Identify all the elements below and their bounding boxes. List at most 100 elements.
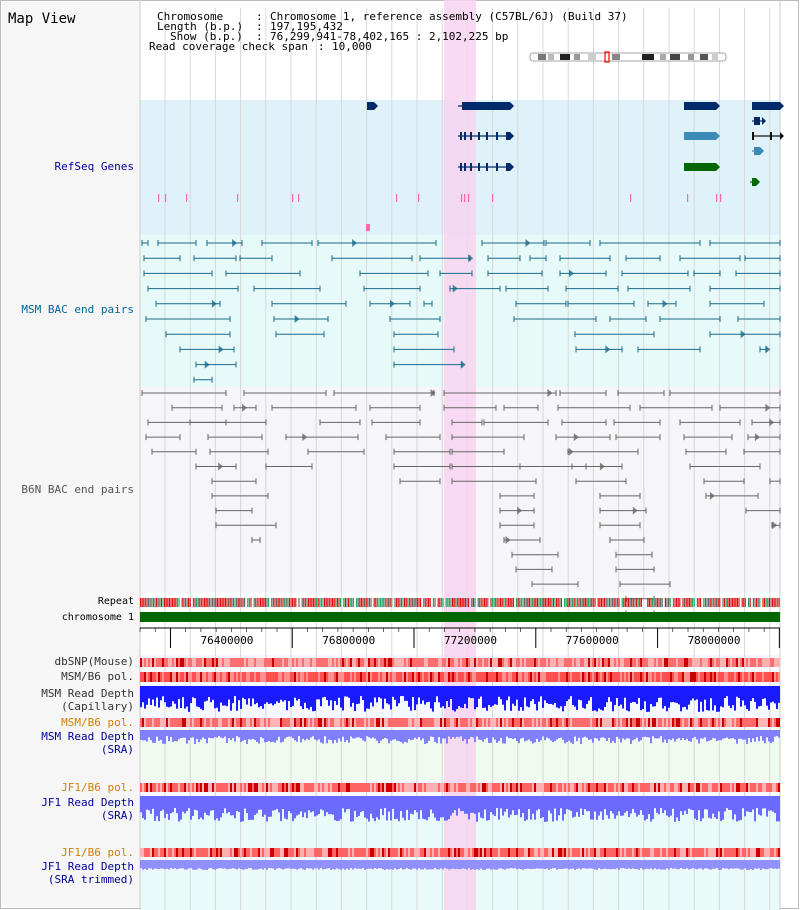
- jf1-b6-pol-strip: [140, 783, 780, 792]
- heat-cell: [426, 658, 428, 667]
- depth-bar: [334, 796, 336, 821]
- depth-bar: [192, 730, 194, 738]
- heat-cell: [742, 718, 744, 727]
- track-label-msm-bac[interactable]: MSM BAC end pairs: [21, 303, 134, 316]
- heat-cell: [660, 672, 662, 682]
- depth-bar: [508, 686, 510, 697]
- heat-cell: [628, 672, 630, 682]
- heat-cell: [626, 848, 628, 857]
- depth-bar: [766, 686, 768, 706]
- heat-cell: [736, 658, 738, 667]
- depth-bar: [234, 686, 236, 697]
- heat-cell: [306, 658, 308, 667]
- depth-bar: [400, 860, 402, 869]
- heat-cell: [416, 718, 418, 727]
- depth-bar: [446, 686, 448, 702]
- heat-cell: [656, 718, 658, 727]
- depth-bar: [182, 730, 184, 738]
- gene-exon: [470, 132, 472, 140]
- depth-bar: [686, 730, 688, 739]
- heat-cell: [290, 658, 292, 667]
- heat-cell: [204, 718, 206, 727]
- heat-cell: [228, 848, 230, 857]
- depth-bar: [254, 796, 256, 815]
- heat-cell: [490, 848, 492, 857]
- heat-cell: [322, 672, 324, 682]
- depth-bar: [522, 730, 524, 738]
- depth-bar: [676, 686, 678, 703]
- heat-cell: [666, 783, 668, 792]
- heat-cell: [434, 718, 436, 727]
- ideogram-band: [688, 54, 694, 60]
- depth-bar: [390, 730, 392, 741]
- depth-bar: [768, 860, 770, 869]
- heat-cell: [206, 783, 208, 792]
- heat-cell: [336, 658, 338, 667]
- depth-bar: [672, 860, 674, 869]
- heat-cell: [174, 658, 176, 667]
- depth-bar: [244, 860, 246, 870]
- depth-bar: [694, 796, 696, 819]
- heat-cell: [626, 672, 628, 682]
- heat-cell: [222, 718, 224, 727]
- bac-pair: [359, 270, 429, 277]
- depth-bar: [306, 686, 308, 709]
- depth-bar: [222, 860, 224, 869]
- bac-arrow: [765, 403, 771, 412]
- repeat-mark: [188, 598, 190, 607]
- track-label-refseq[interactable]: RefSeq Genes: [54, 160, 134, 173]
- depth-bar: [326, 860, 328, 869]
- heat-cell: [492, 672, 494, 682]
- depth-bar: [232, 860, 234, 869]
- heat-cell: [608, 848, 610, 857]
- depth-bar: [256, 860, 258, 870]
- heat-cell: [336, 672, 338, 682]
- depth-bar: [292, 730, 294, 739]
- bac-pair: [627, 285, 691, 292]
- heat-cell: [748, 658, 750, 667]
- heat-cell: [396, 783, 398, 792]
- depth-bar: [398, 730, 400, 742]
- heat-cell: [396, 672, 398, 682]
- depth-bar: [224, 796, 226, 809]
- depth-bar: [300, 796, 302, 812]
- depth-bar: [512, 796, 514, 811]
- depth-bar: [164, 860, 166, 870]
- track-label-b6n-bac[interactable]: B6N BAC end pairs: [21, 483, 134, 496]
- heat-cell: [360, 658, 362, 667]
- heat-cell: [754, 658, 756, 667]
- heat-cell: [762, 672, 764, 682]
- heat-cell: [476, 718, 478, 727]
- repeat-mark: [540, 598, 542, 607]
- depth-bar: [638, 686, 640, 698]
- depth-bar: [630, 796, 632, 814]
- heat-cell: [652, 658, 654, 667]
- heat-cell: [528, 783, 530, 792]
- heat-cell: [774, 718, 776, 727]
- depth-bar: [516, 860, 518, 870]
- heat-cell: [170, 718, 172, 727]
- depth-bar: [166, 860, 168, 869]
- depth-bar: [140, 796, 142, 813]
- depth-bar: [578, 860, 580, 869]
- heat-cell: [748, 848, 750, 857]
- depth-bar: [396, 860, 398, 870]
- heat-cell: [276, 658, 278, 667]
- heat-cell: [212, 783, 214, 792]
- repeat-mark: [175, 598, 177, 607]
- heat-cell: [408, 672, 410, 682]
- depth-bar: [254, 686, 256, 705]
- heat-cell: [540, 848, 542, 857]
- depth-bar: [690, 796, 692, 810]
- depth-bar: [482, 730, 484, 742]
- repeat-mark: [141, 598, 143, 607]
- depth-bar: [498, 686, 500, 697]
- heat-cell: [552, 848, 554, 857]
- bac-pair: [487, 270, 543, 277]
- repeat-mark: [549, 598, 551, 607]
- heat-cell: [558, 783, 560, 792]
- heat-cell: [684, 718, 686, 727]
- heat-cell: [448, 718, 450, 727]
- heat-cell: [320, 658, 322, 667]
